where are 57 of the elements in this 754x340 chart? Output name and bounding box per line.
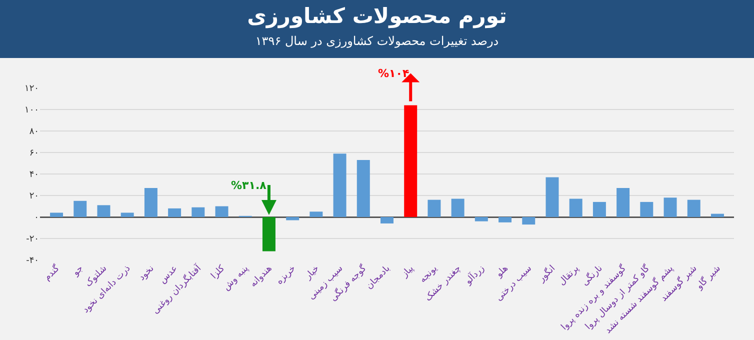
bar — [380, 217, 394, 224]
annotation: %۳۱.۸ — [231, 179, 267, 192]
x-tick-label: یونجه — [418, 263, 440, 286]
bar — [50, 212, 64, 217]
bar — [451, 198, 464, 217]
bar — [262, 217, 276, 252]
y-tick-label: -۲۰ — [26, 234, 39, 245]
bar — [333, 154, 346, 217]
bar — [286, 217, 300, 220]
bar — [592, 202, 606, 217]
x-tick-label: گندم — [41, 262, 62, 284]
chart-subtitle: درصد تغییرات محصولات کشاورزی در سال ۱۳۹۶ — [254, 33, 500, 50]
bar — [664, 198, 677, 217]
x-tick-label: خربزه — [274, 264, 298, 287]
chart-title: تورم محصولات کشاورزی — [246, 3, 508, 30]
bar — [215, 206, 228, 217]
bar — [168, 208, 182, 217]
y-tick-label: ۴۰ — [29, 170, 39, 180]
annotation: %۱۰۴ — [378, 67, 410, 80]
x-tick-label: کلزا — [210, 263, 228, 282]
y-tick-label: ۲۰ — [29, 192, 39, 202]
bar — [546, 177, 559, 217]
y-tick-label: ۱۲۰ — [24, 84, 39, 94]
x-tick-label: جو — [70, 264, 86, 279]
bar — [616, 188, 630, 217]
bar — [120, 212, 134, 217]
bar — [710, 214, 724, 217]
y-tick-label: ۱۰۰ — [24, 106, 39, 116]
bar — [404, 105, 418, 217]
bar — [640, 202, 654, 217]
x-tick-label: پیاز — [399, 263, 416, 280]
x-tick-label: نخود — [137, 264, 156, 283]
x-tick-label: بادمجان — [364, 264, 392, 292]
bar — [356, 160, 370, 217]
bar — [192, 207, 205, 217]
x-tick-label: خیار — [302, 264, 322, 282]
x-tick-label: هلو — [494, 264, 511, 280]
y-tick-label: ۰ — [34, 213, 39, 224]
bar — [522, 217, 536, 225]
x-tick-label: نارنگی — [578, 262, 605, 288]
bar — [498, 217, 512, 222]
bar — [97, 205, 110, 217]
bar — [310, 212, 323, 217]
x-tick-label: عدس — [158, 264, 180, 286]
bar — [74, 200, 87, 217]
y-tick-label: ۸۰ — [29, 127, 39, 138]
bar — [687, 200, 700, 217]
bar — [428, 200, 441, 217]
bar — [144, 188, 158, 217]
x-tick-label: زردآلو — [462, 262, 487, 288]
bar — [474, 217, 488, 222]
y-tick-label: -۴۰ — [26, 256, 39, 266]
x-tick-label: پرتقال — [557, 263, 582, 288]
bar — [569, 198, 582, 217]
y-tick-label: ۶۰ — [29, 148, 39, 159]
x-tick-label: انگور — [534, 262, 558, 285]
x-tick-label: هندوانه — [248, 264, 274, 290]
